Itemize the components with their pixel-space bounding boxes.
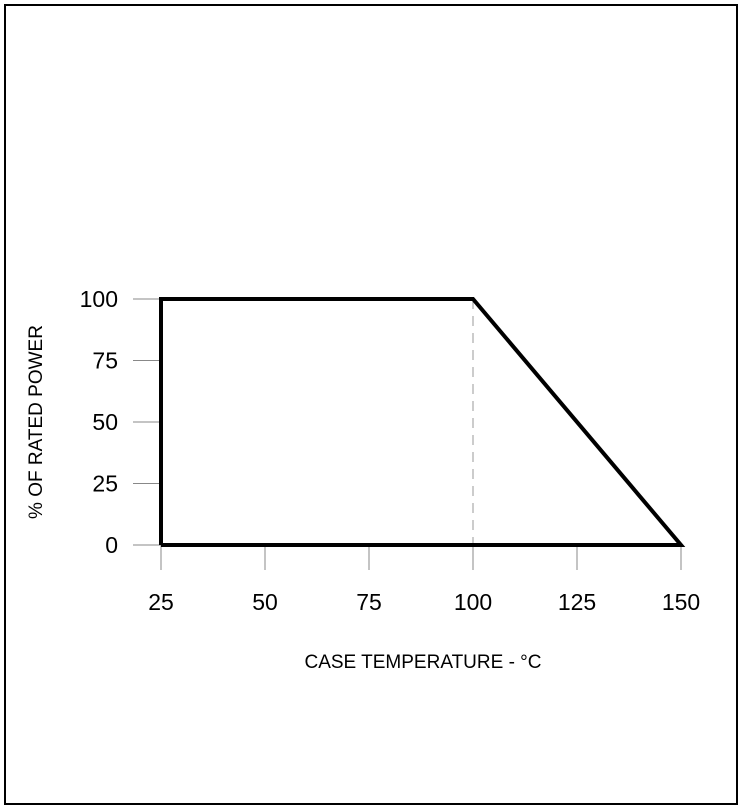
x-tick-label-25: 25 bbox=[148, 589, 174, 615]
x-tick-label-150: 150 bbox=[662, 589, 700, 615]
x-tick-label-50: 50 bbox=[252, 589, 278, 615]
chart-frame bbox=[4, 4, 738, 805]
tick-labels: 25 50 75 100 125 150 0 25 50 75 100 bbox=[80, 286, 701, 615]
y-tick-label-0: 0 bbox=[105, 532, 118, 558]
y-tick-label-25: 25 bbox=[92, 471, 118, 497]
x-tick-label-75: 75 bbox=[356, 589, 382, 615]
y-tick-label-50: 50 bbox=[92, 409, 118, 435]
series bbox=[159, 297, 686, 547]
x-tick-label-125: 125 bbox=[558, 589, 596, 615]
y-axis-title: % OF RATED POWER bbox=[26, 325, 47, 519]
x-axis-title: CASE TEMPERATURE - °C bbox=[304, 652, 541, 673]
y-tick-label-75: 75 bbox=[92, 348, 118, 374]
y-tick-label-100: 100 bbox=[80, 286, 118, 312]
axes bbox=[133, 298, 682, 570]
x-tick-label-100: 100 bbox=[454, 589, 492, 615]
derating-curve bbox=[159, 297, 686, 547]
